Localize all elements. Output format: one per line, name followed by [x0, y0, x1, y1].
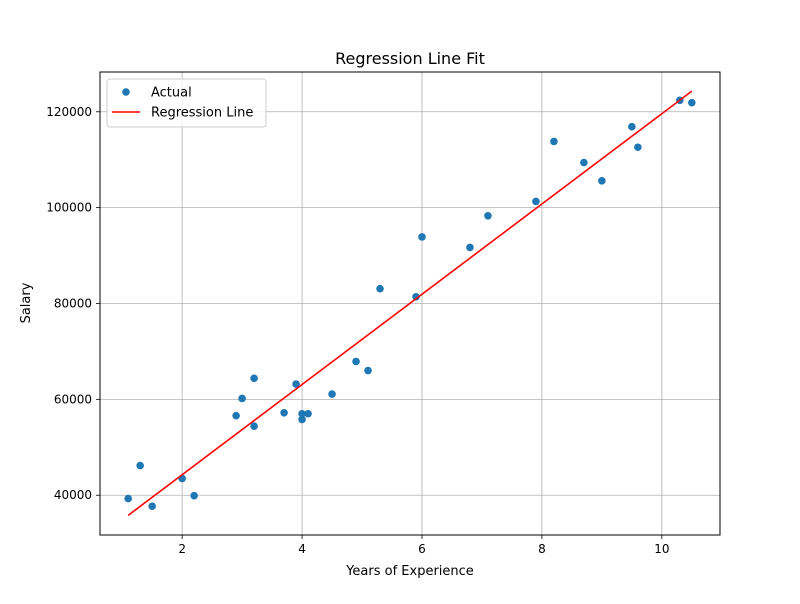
data-point — [328, 390, 336, 398]
data-point — [190, 491, 198, 500]
data-point — [418, 233, 426, 241]
x-tick-label: 8 — [538, 542, 546, 556]
y-axis-label: Salary — [19, 282, 34, 323]
legend-label: Actual — [151, 86, 192, 101]
y-tick-label: 60000 — [54, 392, 92, 406]
data-point — [532, 197, 540, 206]
legend-marker-actual — [122, 88, 130, 96]
data-point — [550, 137, 558, 146]
data-point — [298, 409, 306, 418]
grid-lines — [100, 72, 720, 535]
data-point — [238, 394, 246, 403]
data-point — [298, 415, 306, 424]
data-point — [250, 374, 258, 383]
data-point — [598, 177, 606, 185]
x-tick-label: 10 — [654, 542, 669, 556]
data-point — [364, 366, 372, 375]
data-point — [124, 494, 132, 503]
x-tick-label: 4 — [298, 542, 306, 556]
data-point — [352, 357, 360, 366]
data-point — [412, 292, 420, 301]
data-point — [136, 461, 144, 470]
data-point — [250, 422, 258, 430]
legend-box — [106, 78, 267, 128]
data-point — [148, 502, 156, 511]
y-tick-label: 120000 — [46, 105, 92, 119]
data-point — [376, 284, 384, 293]
data-point — [688, 98, 696, 107]
x-tick-label: 2 — [178, 542, 186, 556]
axis-ticks: 2 4 6 8 10 40000 60000 80000 100000 120000 — [46, 105, 669, 556]
data-point — [634, 143, 642, 152]
regression-line — [127, 90, 693, 516]
y-tick-label: 100000 — [46, 201, 92, 215]
chart-title: Regression Line Fit — [335, 49, 485, 68]
legend-label: Regression Line — [151, 106, 253, 121]
y-tick-label: 40000 — [54, 488, 92, 502]
data-point — [304, 409, 312, 418]
data-point — [292, 380, 300, 388]
data-point — [484, 211, 492, 220]
plot-area — [124, 90, 696, 516]
data-point — [628, 122, 636, 131]
x-axis-label: Years of Experience — [345, 564, 474, 579]
data-point — [232, 411, 240, 420]
x-tick-label: 6 — [418, 542, 426, 556]
y-tick-label: 80000 — [54, 297, 92, 311]
data-point — [580, 158, 588, 167]
data-point — [280, 408, 288, 417]
data-point — [466, 243, 474, 252]
legend: Actual Regression Line — [106, 78, 267, 128]
